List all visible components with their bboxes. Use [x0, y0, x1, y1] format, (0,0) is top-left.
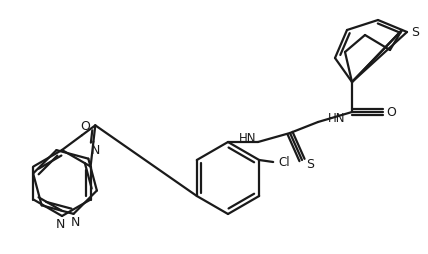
Text: O: O	[386, 105, 396, 119]
Text: Cl: Cl	[278, 155, 290, 168]
Text: O: O	[80, 120, 90, 133]
Text: HN: HN	[239, 133, 257, 146]
Text: N: N	[91, 144, 100, 157]
Text: N: N	[71, 216, 80, 229]
Text: HN: HN	[328, 112, 345, 124]
Text: S: S	[306, 158, 314, 171]
Text: S: S	[411, 25, 419, 39]
Text: N: N	[55, 218, 65, 231]
